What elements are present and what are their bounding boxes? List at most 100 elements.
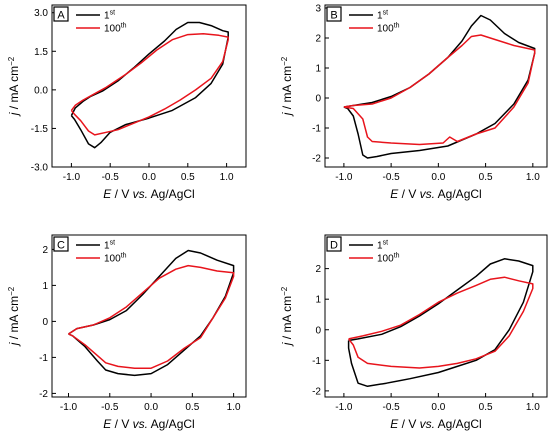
x-axis-unit: / V	[111, 187, 132, 201]
plot-frame	[324, 234, 548, 398]
series-line-1	[68, 249, 235, 377]
y-axis-label: j / mA cm−2	[280, 286, 294, 347]
series-line-100	[68, 264, 235, 369]
legend-label-base: 100	[377, 254, 394, 265]
y-axis-exponent: −2	[7, 56, 16, 66]
x-tick-label: 0.0	[142, 172, 156, 183]
x-axis-label: E / V vs. Ag/AgCl	[103, 417, 194, 431]
x-tick-label: 0.0	[431, 172, 445, 183]
legend-label-sup: st	[383, 240, 389, 247]
x-tick-label: -0.5	[102, 172, 120, 183]
y-tick-label: -2	[39, 389, 48, 400]
y-axis-label: j / mA cm−2	[280, 56, 294, 117]
legend-label-sup: th	[121, 23, 127, 30]
panel-label: B	[330, 10, 337, 22]
legend-label-sup: th	[121, 253, 127, 260]
x-axis-vs: vs.	[420, 187, 435, 201]
x-axis-ref: Ag/AgCl	[435, 417, 482, 431]
legend-label: 1st	[104, 240, 115, 252]
panel-label: A	[57, 10, 65, 22]
legend-label: 100th	[377, 253, 400, 265]
y-tick-label: 1.5	[34, 47, 48, 58]
y-tick-label: 3.0	[34, 8, 48, 19]
legend-label: 100th	[104, 23, 127, 35]
x-axis-unit: / V	[111, 417, 132, 431]
y-axis-unit: / mA cm	[7, 66, 21, 113]
panel-label-box	[326, 6, 342, 22]
panel-label-box	[53, 6, 69, 22]
series-line-100	[348, 276, 534, 369]
legend-label-base: 1	[104, 241, 110, 252]
x-axis-label: E / V vs. Ag/AgCl	[390, 417, 481, 431]
y-axis-label: j / mA cm−2	[7, 286, 21, 347]
y-tick-label: 2	[315, 264, 321, 275]
legend-label-sup: st	[110, 240, 116, 247]
series-line-1	[70, 21, 229, 149]
y-axis-exponent: −2	[7, 286, 16, 296]
x-tick-label: 0.5	[479, 172, 493, 183]
y-tick-label: 0.0	[34, 85, 48, 96]
series-line-100	[343, 34, 536, 146]
x-axis-var: E	[390, 417, 399, 431]
y-tick-label: -2	[312, 386, 321, 397]
legend-label-base: 1	[377, 11, 383, 22]
x-axis-unit: / V	[398, 187, 419, 201]
series-line-100	[70, 33, 229, 136]
panel-c: -1.0 -0.5 0.0 0.5 1.0 -2 -1 0 1 2 E / V vs. Ag/AgC…	[7, 234, 247, 431]
y-tick-label: 0	[315, 325, 321, 336]
x-tick-label: -0.5	[383, 402, 401, 413]
y-tick-label: -3.0	[31, 163, 49, 174]
y-tick-label: 0	[42, 317, 48, 328]
series-line-1	[347, 258, 534, 388]
legend-label: 1st	[377, 240, 388, 252]
legend-label-sup: th	[394, 23, 400, 30]
y-axis-unit: / mA cm	[280, 296, 294, 343]
legend-label: 100th	[104, 253, 127, 265]
y-tick-label: 0	[315, 94, 321, 105]
x-axis-var: E	[103, 417, 112, 431]
x-tick-label: -0.5	[383, 172, 401, 183]
y-axis-label: j / mA cm−2	[7, 56, 21, 117]
x-axis-label: E / V vs. Ag/AgCl	[390, 187, 481, 201]
panel-d: -1.0 -0.5 0.0 0.5 1.0 -2 -1 0 1 2 E / V vs. Ag/AgC…	[280, 234, 548, 431]
x-axis-ref: Ag/AgCl	[148, 187, 195, 201]
legend-label: 1st	[104, 10, 115, 22]
panel-b: -1.0 -0.5 0.0 0.5 1.0 -2 -1 0 1 2 3 E / V vs. Ag/Ag…	[280, 4, 548, 201]
legend-label: 1st	[377, 10, 388, 22]
plot-frame	[51, 234, 247, 398]
panel-label: C	[57, 240, 65, 252]
legend-label-base: 100	[104, 254, 121, 265]
y-axis-var: j	[7, 112, 21, 117]
plot-frame	[51, 4, 247, 168]
x-axis-unit: / V	[398, 417, 419, 431]
legend-label-base: 100	[377, 24, 394, 35]
x-tick-label: 0.0	[431, 402, 445, 413]
y-tick-label: -1	[39, 353, 48, 364]
x-tick-label: 0.5	[185, 402, 199, 413]
x-tick-label: -1.0	[335, 402, 353, 413]
x-axis-label: E / V vs. Ag/AgCl	[103, 187, 194, 201]
y-tick-label: -1	[312, 124, 321, 135]
y-tick-label: 1	[42, 281, 48, 292]
plot-frame	[324, 4, 548, 168]
x-tick-label: 0.0	[144, 402, 158, 413]
y-tick-label: 1	[315, 295, 321, 306]
x-axis-var: E	[103, 187, 112, 201]
y-axis-exponent: −2	[280, 286, 289, 296]
y-axis-exponent: −2	[280, 56, 289, 66]
y-tick-label: -1	[312, 356, 321, 367]
x-axis-ref: Ag/AgCl	[435, 187, 482, 201]
x-tick-label: -1.0	[60, 402, 78, 413]
panel-label-box	[326, 236, 342, 252]
y-tick-label: -1.5	[31, 124, 49, 135]
legend-label-base: 100	[104, 24, 121, 35]
panel-label-box	[53, 236, 69, 252]
y-tick-label: 2	[315, 34, 321, 45]
legend-label-base: 1	[104, 11, 110, 22]
y-axis-unit: / mA cm	[7, 296, 21, 343]
x-tick-label: -1.0	[335, 172, 353, 183]
y-tick-label: 2	[42, 245, 48, 256]
panel-label: D	[330, 240, 338, 252]
y-tick-label: -2	[312, 154, 321, 165]
